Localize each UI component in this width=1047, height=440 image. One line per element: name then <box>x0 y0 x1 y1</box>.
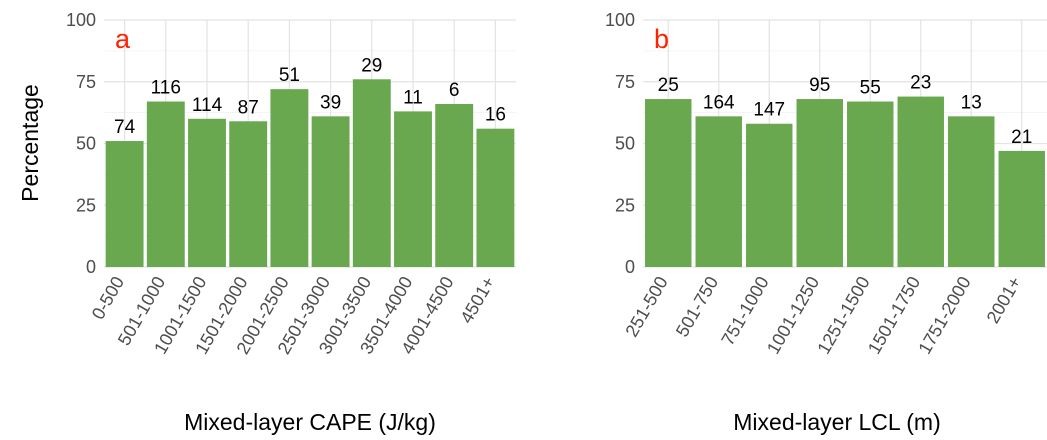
y-tick-label: 50 <box>615 134 635 154</box>
bar-label: 116 <box>151 78 181 99</box>
y-tick-label: 25 <box>615 195 635 215</box>
bar-label: 147 <box>753 100 785 121</box>
bar <box>948 116 995 267</box>
bar-label: 95 <box>809 75 830 96</box>
y-axis-title: Percentage <box>17 84 43 202</box>
x-axis-title: Mixed-layer LCL (m) <box>733 409 940 435</box>
bar <box>105 141 144 267</box>
bar <box>311 116 350 267</box>
x-tick-label: 4501+ <box>456 273 499 327</box>
panel-tag: a <box>115 24 131 54</box>
bar <box>998 150 1045 267</box>
bar-label: 23 <box>910 73 931 94</box>
y-tick-label: 100 <box>66 10 96 30</box>
bar-label: 87 <box>238 97 259 118</box>
x-tick-label: 1751-2000 <box>914 273 974 358</box>
bar <box>435 103 474 267</box>
x-axis-title: Mixed-layer CAPE (J/kg) <box>184 409 436 435</box>
bar <box>188 118 226 267</box>
bar-label: 16 <box>485 105 506 126</box>
x-tick-label: 751-1000 <box>717 273 772 349</box>
bar-label: 13 <box>961 92 982 113</box>
bar-label: 164 <box>703 92 735 113</box>
bar-label: 55 <box>860 78 881 99</box>
bar-label: 29 <box>361 55 382 76</box>
y-tick-label: 100 <box>605 10 635 30</box>
bar-label: 11 <box>403 87 423 108</box>
panel-b: 0 25 50 75 100 25 251-500 164 501-750 147 751-1000… <box>605 10 1047 435</box>
bar-label: 25 <box>658 75 679 96</box>
bar-label: 39 <box>320 92 341 113</box>
y-tick-label: 75 <box>76 72 96 92</box>
bar <box>897 96 944 267</box>
bar <box>352 79 391 267</box>
bar-label: 51 <box>279 65 300 86</box>
bar-label: 74 <box>114 117 136 138</box>
y-tick-label: 25 <box>76 195 96 215</box>
y-tick-label: 75 <box>615 72 635 92</box>
bar <box>394 111 432 267</box>
panel-a: 0255075100740-500116501-10001141001-1500… <box>66 10 516 435</box>
x-tick-label: 2001+ <box>983 273 1026 327</box>
x-tick-label: 501-750 <box>672 273 722 340</box>
bar-label: 21 <box>1011 127 1032 148</box>
bar <box>146 101 185 267</box>
bar <box>746 123 793 268</box>
bar-label: 6 <box>449 80 460 101</box>
bar <box>796 99 843 267</box>
bar <box>476 128 515 267</box>
y-tick-label: 50 <box>76 134 96 154</box>
bar <box>645 99 692 267</box>
panel-tag: b <box>654 24 669 54</box>
bar-label: 114 <box>192 95 223 116</box>
bar <box>270 89 309 267</box>
bar <box>229 121 268 268</box>
x-tick-label: 0-500 <box>88 273 128 323</box>
x-tick-label: 251-500 <box>621 273 671 340</box>
bar <box>847 101 894 267</box>
y-tick-label: 0 <box>625 257 635 277</box>
bar <box>695 116 742 267</box>
y-tick-label: 0 <box>86 257 96 277</box>
